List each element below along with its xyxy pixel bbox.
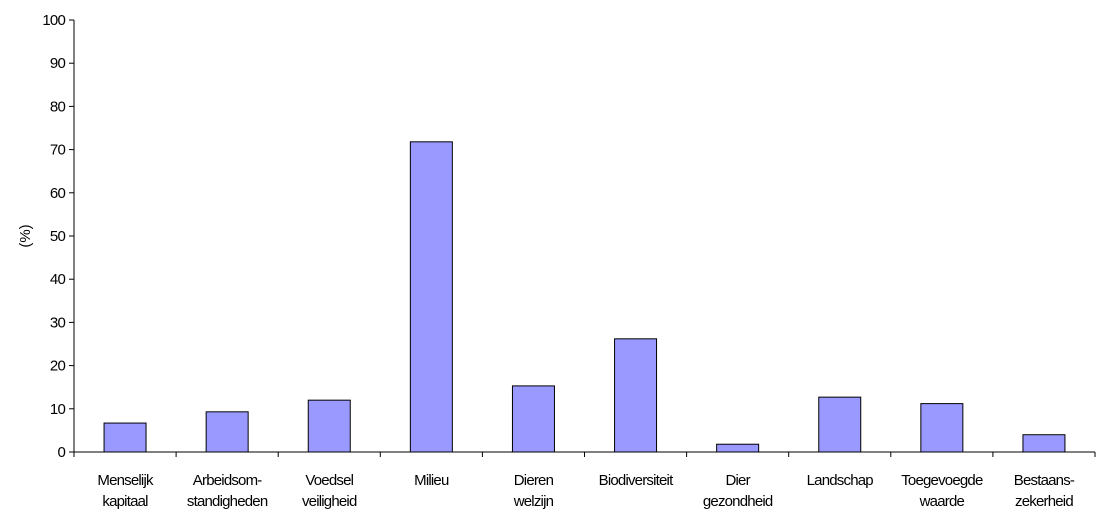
category-label: Dier [725, 472, 750, 489]
category-label: Biodiversiteit [599, 472, 674, 489]
category-label: Landschap [807, 472, 874, 489]
bar [716, 443, 760, 453]
bar [1022, 434, 1066, 453]
category-label: zekerheid [1015, 493, 1073, 510]
bars [103, 141, 1066, 453]
y-tick-label: 60 [50, 185, 66, 202]
bar [205, 411, 249, 453]
bar [920, 403, 964, 453]
category-labels: Menselijk kapitaal Arbeidsom-standigheden V… [97, 472, 1075, 510]
y-tick-label: 20 [50, 358, 66, 375]
y-tick-label: 40 [50, 271, 66, 288]
y-tick-label: 0 [57, 444, 65, 461]
y-tick-label: 90 [50, 55, 66, 72]
y-tick-label: 50 [50, 228, 66, 245]
y-axis-title: (%) [17, 224, 34, 247]
category-label: Arbeidsom- [193, 472, 262, 489]
bar [103, 422, 147, 453]
category-label: Dieren [514, 472, 554, 489]
y-tick-label: 80 [50, 98, 66, 115]
category-label: gezondheid [703, 493, 773, 510]
category-label: Menselijk [97, 472, 154, 489]
x-axis [73, 451, 1096, 457]
y-tick-label: 100 [42, 12, 65, 29]
category-label: standigheden [187, 493, 268, 510]
category-label: kapitaal [102, 493, 148, 510]
y-axis: 0 10 20 30 40 50 60 70 80 90 100 [42, 12, 75, 461]
bar [511, 385, 555, 453]
bar [409, 141, 453, 453]
category-label: Toegevoegde [901, 472, 983, 489]
category-label: Milieu [414, 472, 449, 489]
y-tick-label: 10 [50, 401, 66, 418]
y-tick-label: 70 [50, 142, 66, 159]
bar [614, 338, 658, 453]
bar [307, 399, 351, 453]
category-label: Voedsel [305, 472, 353, 489]
category-label: veiligheid [302, 493, 357, 510]
category-label: waarde [919, 493, 965, 510]
category-label: welzijn [513, 493, 554, 510]
bar [818, 396, 862, 453]
category-label: Bestaans- [1014, 472, 1075, 489]
y-tick-label: 30 [50, 314, 66, 331]
